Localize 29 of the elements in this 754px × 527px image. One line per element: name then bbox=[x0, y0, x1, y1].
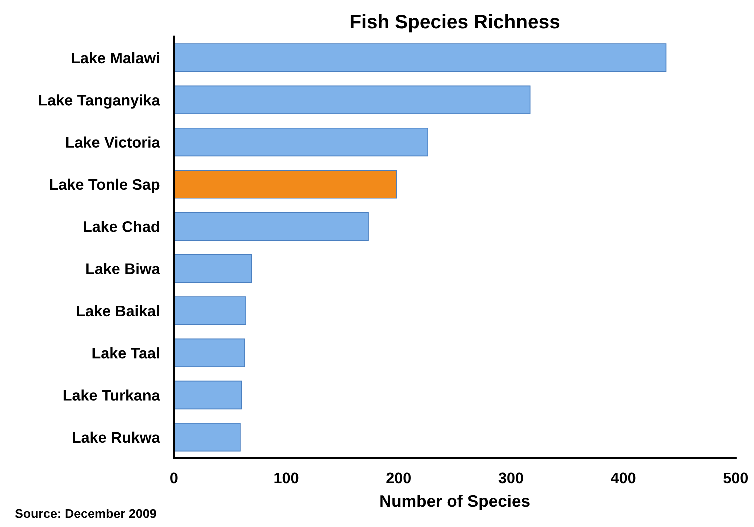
x-axis-title: Number of Species bbox=[380, 494, 530, 510]
y-tick-label: Lake Biwa bbox=[86, 263, 160, 274]
y-tick-label: Lake Turkana bbox=[64, 390, 160, 401]
bar bbox=[174, 380, 242, 410]
bar bbox=[174, 128, 428, 157]
bar bbox=[174, 254, 252, 284]
source-note: Source: December 2009 bbox=[15, 509, 156, 518]
bar bbox=[174, 338, 246, 368]
bar bbox=[174, 170, 398, 199]
y-tick-label: Lake Baikal bbox=[77, 305, 160, 317]
y-tick-label: Lake Rukwa bbox=[73, 432, 160, 444]
chart-title: Fish Species Richness bbox=[350, 14, 560, 33]
x-tick-label: 200 bbox=[386, 472, 411, 484]
bar bbox=[174, 296, 246, 326]
x-tick-label: 400 bbox=[611, 472, 636, 484]
y-tick-label: Lake Tanganyika bbox=[39, 94, 160, 109]
bar bbox=[174, 423, 241, 452]
y-tick-label: Lake Malawi bbox=[72, 52, 160, 64]
x-tick-label: 100 bbox=[274, 472, 299, 484]
y-tick-label: Lake Victoria bbox=[66, 136, 160, 148]
x-tick-label: 500 bbox=[724, 472, 748, 484]
y-tick-label: Lake Taal bbox=[92, 348, 160, 359]
x-tick-label: 300 bbox=[498, 472, 524, 484]
bar bbox=[174, 86, 531, 114]
x-tick-label: 0 bbox=[170, 472, 178, 484]
bar bbox=[174, 212, 369, 241]
bar bbox=[174, 44, 667, 72]
y-tick-label: Lake Tonle Sap bbox=[50, 178, 160, 194]
y-tick-label: Lake Chad bbox=[84, 221, 160, 232]
